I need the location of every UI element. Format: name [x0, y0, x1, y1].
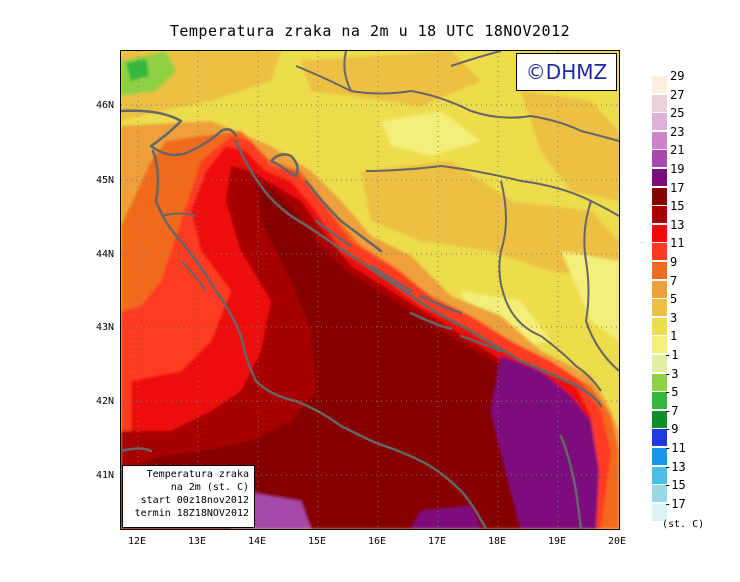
legend-swatch — [652, 373, 667, 391]
legend-swatch — [652, 503, 667, 521]
legend-swatch — [652, 94, 667, 112]
legend-swatch — [652, 206, 667, 224]
lon-label-16e: 16E — [367, 536, 387, 547]
lat-label-42n: 42N — [95, 396, 114, 407]
legend-swatch — [652, 410, 667, 428]
legend-swatch — [652, 317, 667, 335]
legend-swatch — [652, 113, 667, 131]
lon-label-12e: 12E — [127, 536, 147, 547]
legend-label: 13 — [670, 217, 685, 232]
lon-label-15e: 15E — [307, 536, 327, 547]
lat-label-41n: 41N — [95, 470, 114, 481]
legend-label: 17 — [670, 180, 685, 195]
temperature-map — [120, 50, 620, 530]
info-line-field: Temperatura zraka — [146, 469, 249, 480]
info-line-units: na 2m (st. C) — [170, 482, 249, 493]
legend-label: 23 — [670, 124, 685, 139]
legend-swatch — [652, 466, 667, 484]
map-title: Temperatura zraka na 2m u 18 UTC 18NOV20… — [169, 22, 571, 40]
legend-swatch — [652, 131, 667, 149]
legend-label: -1 — [664, 348, 679, 362]
legend-label: -3 — [664, 366, 679, 381]
legend-swatch — [652, 299, 667, 317]
legend-swatch — [652, 280, 667, 298]
legend-swatch — [652, 243, 667, 261]
legend-label: 5 — [670, 292, 678, 307]
temperature-field — [121, 51, 619, 529]
legend-swatch — [652, 76, 667, 93]
legend-swatch — [652, 392, 667, 410]
lat-label-43n: 43N — [95, 322, 114, 333]
legend-swatch — [652, 262, 667, 279]
legend-label: -5 — [664, 385, 679, 400]
info-line-start: start 00z18nov2012 — [140, 495, 249, 506]
legend-swatch — [652, 429, 667, 447]
legend-label: -13 — [664, 459, 686, 474]
legend-label: -15 — [664, 478, 686, 493]
legend-label: 21 — [670, 143, 685, 158]
legend-units: (st. C) — [662, 519, 705, 530]
legend-label: 11 — [670, 236, 685, 251]
legend-swatch — [652, 355, 667, 372]
legend-label: 25 — [670, 106, 685, 121]
lon-label-14e: 14E — [247, 536, 267, 547]
lon-label-17e: 17E — [427, 536, 447, 547]
legend-label: 19 — [670, 162, 685, 176]
lon-label-18e: 18E — [487, 536, 507, 547]
legend-label: 3 — [670, 310, 678, 325]
lon-label-13e: 13E — [187, 536, 207, 547]
legend-swatch — [652, 485, 667, 503]
legend-swatch — [652, 169, 667, 186]
info-box: Temperatura zraka na 2m (st. C) start 00… — [122, 465, 255, 528]
legend-swatch — [652, 336, 667, 354]
coastlines — [121, 109, 603, 529]
lat-label-45n: 45N — [95, 175, 114, 186]
legend-label: -17 — [664, 496, 686, 511]
legend-swatch — [652, 224, 667, 242]
legend-label: 9 — [670, 255, 678, 269]
legend-label: 1 — [670, 329, 678, 344]
lat-label-44n: 44N — [95, 249, 114, 260]
info-line-termin: termin 18Z18NOV2012 — [134, 508, 249, 519]
legend-label: 29 — [670, 69, 685, 83]
dhmz-logo: ©DHMZ — [516, 53, 617, 91]
sea-field — [121, 121, 619, 529]
lat-label-46n: 46N — [95, 100, 114, 111]
legend-label: 27 — [670, 87, 685, 102]
legend-label: 15 — [670, 199, 685, 214]
legend-swatch — [652, 150, 667, 168]
legend-swatch — [652, 448, 667, 465]
legend-label: -7 — [664, 403, 679, 418]
legend-label: -11 — [664, 441, 686, 455]
graticule — [121, 51, 619, 529]
legend-label: 7 — [670, 273, 678, 288]
lon-label-20e: 20E — [607, 536, 627, 547]
lon-label-19e: 19E — [547, 536, 567, 547]
legend-label: -9 — [664, 422, 679, 437]
legend-swatch — [652, 187, 667, 205]
borders — [160, 51, 619, 392]
